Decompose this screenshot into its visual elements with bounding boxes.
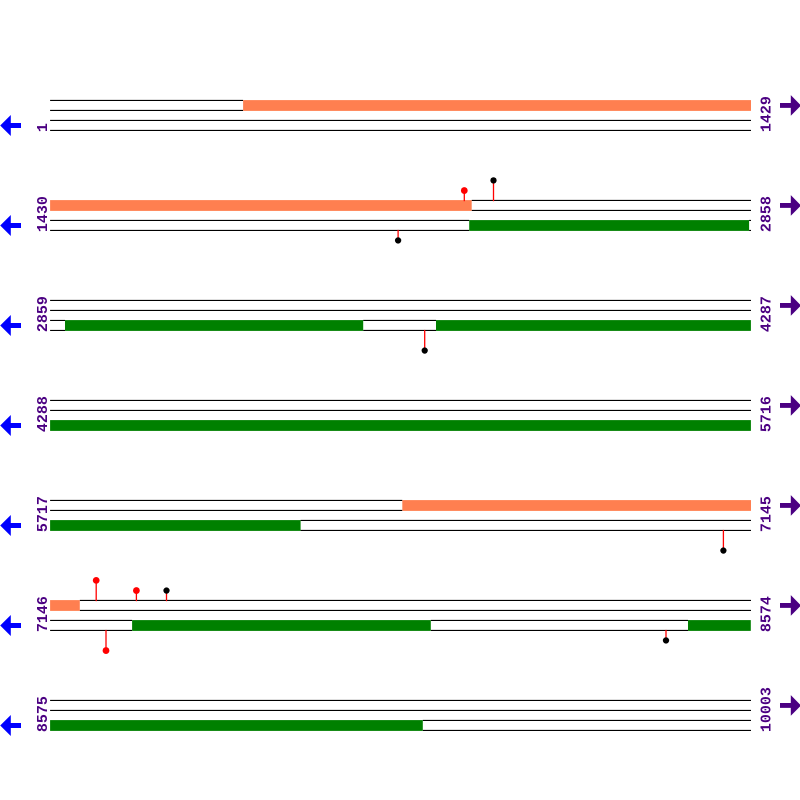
svg-text:1: 1 [35,123,52,132]
svg-text:10003: 10003 [759,687,776,732]
svg-text:7145: 7145 [759,496,776,532]
svg-text:4288: 4288 [35,396,52,432]
svg-text:2859: 2859 [35,296,52,332]
svg-text:8574: 8574 [759,596,776,632]
svg-text:5716: 5716 [759,396,776,432]
svg-text:1429: 1429 [759,96,776,132]
svg-text:5717: 5717 [35,496,52,532]
svg-text:2858: 2858 [759,196,776,232]
svg-text:7146: 7146 [35,596,52,632]
svg-text:4287: 4287 [759,296,776,332]
svg-text:8575: 8575 [35,696,52,732]
svg-text:1430: 1430 [35,196,52,232]
